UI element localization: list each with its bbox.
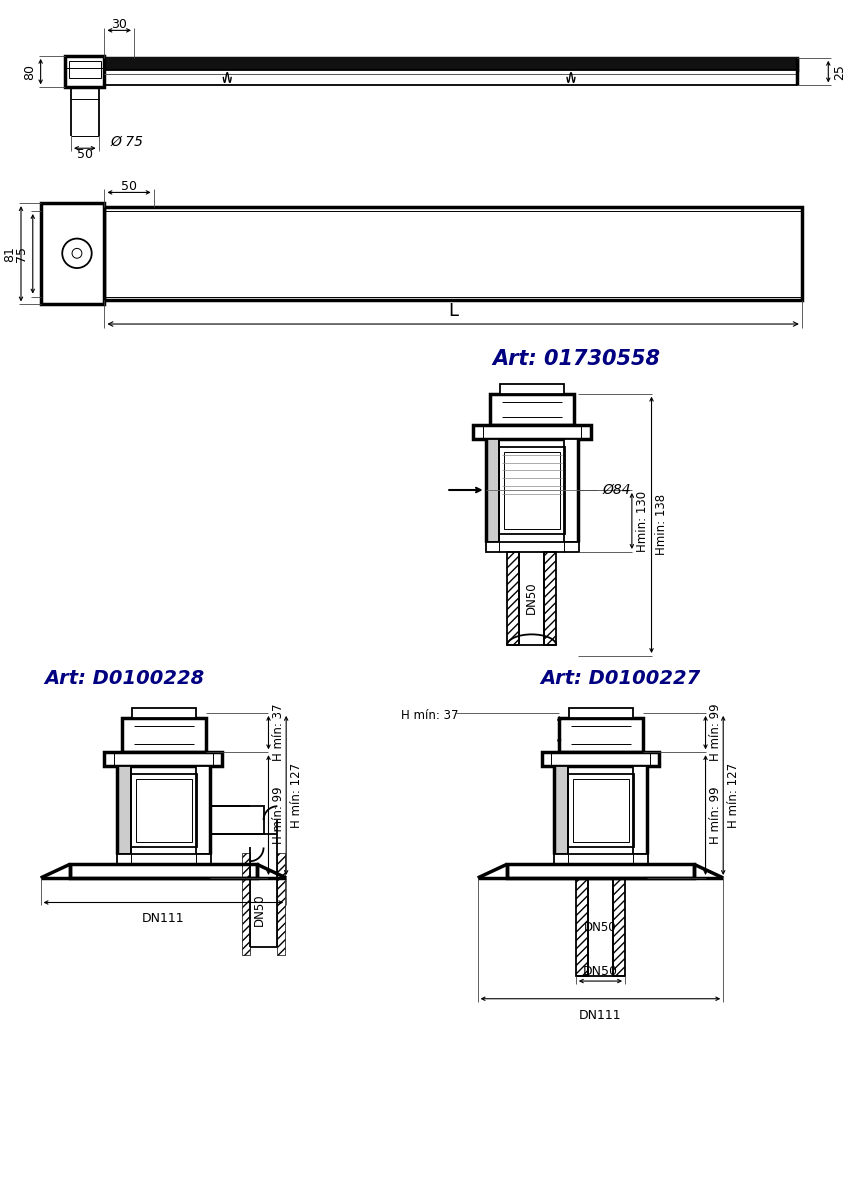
Text: H mín: 37: H mín: 37 (273, 704, 286, 761)
Bar (486, 542, 579, 552)
Bar (277, 853, 285, 954)
Text: H mín: 127: H mín: 127 (727, 763, 740, 828)
Bar (564, 439, 577, 542)
Bar (136, 779, 192, 841)
Text: DN50: DN50 (583, 965, 618, 978)
Bar (70, 864, 257, 878)
Text: DN50: DN50 (253, 893, 266, 925)
Bar (105, 58, 797, 70)
Bar (105, 70, 797, 85)
Circle shape (72, 248, 82, 258)
Text: 75: 75 (15, 246, 27, 262)
Bar (118, 766, 131, 854)
Text: Ø 75: Ø 75 (111, 134, 143, 149)
Text: Art: D0100227: Art: D0100227 (540, 670, 700, 688)
Bar (105, 211, 801, 296)
Bar (69, 61, 100, 78)
Text: DN50: DN50 (525, 582, 538, 614)
Bar (545, 552, 556, 646)
Bar (242, 853, 250, 954)
Bar (499, 446, 565, 534)
Bar (569, 708, 633, 718)
Bar (40, 203, 105, 305)
Text: Hmin: 130: Hmin: 130 (636, 491, 649, 552)
Text: Hmin: 138: Hmin: 138 (656, 494, 668, 556)
Bar (633, 766, 647, 854)
Text: DN111: DN111 (579, 1008, 622, 1021)
Text: 50: 50 (121, 180, 137, 193)
Text: DN111: DN111 (142, 912, 184, 925)
Text: H mín: 127: H mín: 127 (290, 763, 303, 828)
Bar (507, 552, 519, 646)
Bar (114, 752, 213, 766)
Text: 30: 30 (112, 18, 127, 31)
Bar (507, 864, 694, 878)
Text: Art: 01730558: Art: 01730558 (492, 349, 660, 370)
Bar (196, 766, 209, 854)
Bar (105, 208, 801, 300)
Bar (505, 451, 560, 529)
Bar (118, 854, 210, 864)
Text: L: L (448, 302, 458, 320)
Bar (473, 425, 590, 439)
Text: H mín: 99: H mín: 99 (710, 703, 722, 761)
Bar (552, 752, 650, 766)
Bar (122, 718, 206, 752)
Text: H mín: 37: H mín: 37 (401, 709, 458, 722)
Bar (613, 878, 625, 976)
Bar (541, 752, 659, 766)
Bar (209, 806, 263, 834)
Text: Art: D0100228: Art: D0100228 (44, 670, 204, 688)
Text: 81: 81 (3, 246, 16, 262)
Text: DN50: DN50 (584, 920, 617, 934)
Bar (131, 774, 196, 846)
Text: H mín: 99: H mín: 99 (710, 786, 722, 844)
Bar (105, 752, 222, 766)
Text: 80: 80 (22, 64, 36, 79)
Bar (568, 774, 634, 846)
Bar (486, 439, 499, 542)
Bar (554, 766, 568, 854)
Text: 50: 50 (77, 148, 93, 161)
Text: H mín: 99: H mín: 99 (273, 786, 286, 844)
Bar (559, 718, 643, 752)
Bar (65, 56, 105, 88)
Bar (132, 708, 196, 718)
Bar (482, 425, 581, 439)
Bar (554, 854, 648, 864)
Text: 25: 25 (833, 64, 846, 79)
Circle shape (63, 239, 92, 268)
Bar (573, 779, 629, 841)
Text: Ø84: Ø84 (602, 484, 631, 497)
Bar (491, 394, 574, 425)
Bar (576, 878, 588, 976)
Bar (500, 384, 564, 394)
